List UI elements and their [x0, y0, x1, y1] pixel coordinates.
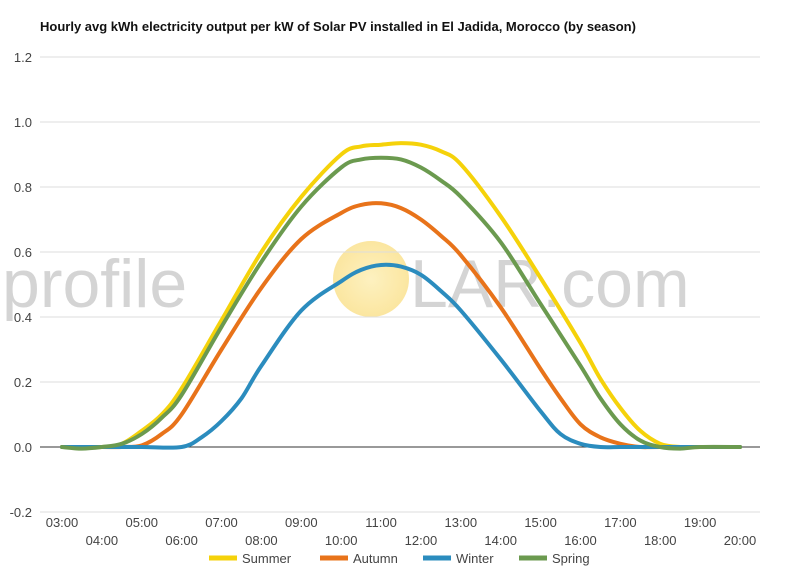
watermark-logo: profile LAR.com: [2, 241, 690, 322]
watermark-left-text: profile: [2, 246, 187, 322]
series-line-winter: [60, 262, 742, 450]
x-tick-label: 05:00: [125, 515, 158, 530]
x-tick-label: 15:00: [524, 515, 557, 530]
y-tick-label: 0.4: [14, 310, 32, 325]
legend-label-winter: Winter: [456, 551, 494, 566]
x-tick-label: 06:00: [165, 533, 198, 548]
x-tick-label: 16:00: [564, 533, 597, 548]
y-tick-label: 0.2: [14, 375, 32, 390]
y-tick-label: 1.0: [14, 115, 32, 130]
x-tick-label: 04:00: [86, 533, 119, 548]
legend: Summer Autumn Winter Spring: [209, 551, 590, 566]
y-tick-label: 0.8: [14, 180, 32, 195]
x-tick-label: 13:00: [445, 515, 478, 530]
y-tick-label: 0.0: [14, 440, 32, 455]
chart-title: Hourly avg kWh electricity output per kW…: [40, 19, 636, 34]
y-axis-ticks: -0.2 0.0 0.2 0.4 0.6 0.8 1.0 1.2: [10, 50, 32, 520]
grid-lines: [40, 56, 760, 513]
x-tick-label: 10:00: [325, 533, 358, 548]
x-tick-label: 19:00: [684, 515, 717, 530]
x-tick-label: 07:00: [205, 515, 238, 530]
x-tick-label: 09:00: [285, 515, 318, 530]
x-axis-ticks: 03:00 04:00 05:00 06:00 07:00 08:00 09:00 10:00…: [46, 515, 757, 548]
legend-label-autumn: Autumn: [353, 551, 398, 566]
series-lines: [60, 141, 742, 451]
legend-label-summer: Summer: [242, 551, 292, 566]
y-tick-label: 0.6: [14, 245, 32, 260]
x-tick-label: 12:00: [405, 533, 438, 548]
series-line-autumn: [60, 201, 742, 450]
x-tick-label: 18:00: [644, 533, 677, 548]
x-tick-label: 17:00: [604, 515, 637, 530]
series-line-spring: [60, 155, 742, 451]
x-tick-label: 08:00: [245, 533, 278, 548]
y-tick-label: 1.2: [14, 50, 32, 65]
legend-label-spring: Spring: [552, 551, 590, 566]
x-tick-label: 14:00: [484, 533, 517, 548]
y-tick-label: -0.2: [10, 505, 32, 520]
watermark-sun-icon: [333, 241, 409, 317]
series-line-summer: [60, 141, 742, 450]
x-tick-label: 11:00: [365, 515, 397, 530]
x-tick-label: 03:00: [46, 515, 79, 530]
x-tick-label: 20:00: [724, 533, 757, 548]
watermark-right-text: LAR.com: [410, 246, 690, 322]
